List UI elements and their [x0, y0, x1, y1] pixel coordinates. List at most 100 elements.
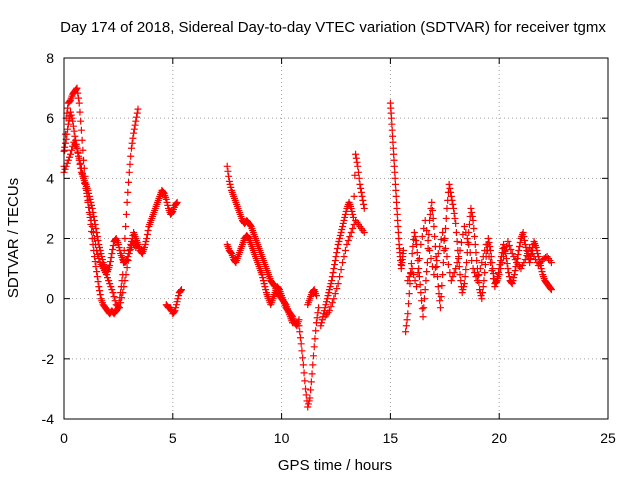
data-point — [405, 290, 413, 298]
data-point — [354, 168, 362, 176]
data-point — [449, 273, 457, 281]
data-point — [299, 361, 307, 369]
data-point — [475, 271, 483, 279]
data-point — [68, 146, 76, 154]
data-point — [445, 180, 453, 188]
data-point — [426, 210, 434, 218]
data-point — [395, 235, 403, 242]
data-point — [81, 179, 89, 187]
data-point — [125, 178, 133, 186]
data-point — [340, 253, 348, 261]
data-point — [341, 210, 349, 218]
data-point — [96, 291, 104, 299]
data-point — [431, 232, 439, 240]
data-point — [172, 199, 180, 207]
data-point — [349, 224, 357, 232]
data-point — [465, 220, 473, 228]
data-point — [417, 289, 425, 297]
data-point — [479, 283, 487, 291]
data-point — [124, 257, 132, 265]
data-point — [115, 244, 123, 252]
data-point — [306, 394, 314, 402]
data-point — [170, 308, 178, 316]
data-point — [486, 243, 494, 251]
data-point — [304, 403, 312, 411]
y-tick-label: 0 — [46, 291, 54, 307]
data-point — [471, 269, 479, 277]
data-point — [283, 306, 291, 314]
data-point — [327, 280, 335, 288]
data-point — [223, 162, 231, 170]
x-tick-label: 5 — [169, 430, 177, 446]
data-point — [90, 235, 98, 242]
data-point — [227, 249, 235, 257]
data-point — [436, 297, 444, 305]
data-point — [302, 391, 310, 399]
data-point — [459, 286, 467, 294]
data-point — [521, 237, 529, 245]
data-point — [389, 132, 397, 140]
data-point — [295, 322, 303, 330]
data-point — [64, 104, 72, 112]
data-point — [328, 273, 336, 281]
data-point — [84, 196, 92, 204]
data-point — [520, 232, 528, 240]
data-point — [141, 244, 149, 252]
data-point — [409, 243, 417, 251]
data-point — [531, 256, 539, 264]
data-point — [439, 271, 447, 279]
data-point — [117, 299, 125, 307]
data-point — [485, 253, 493, 261]
data-point — [391, 174, 399, 182]
data-point — [425, 230, 433, 238]
data-point — [67, 108, 75, 116]
data-point — [330, 295, 338, 303]
data-point — [104, 274, 112, 282]
data-point — [388, 120, 396, 128]
data-point — [352, 150, 360, 158]
data-point — [388, 126, 396, 134]
data-point — [225, 172, 233, 180]
data-point — [462, 228, 470, 236]
data-point — [88, 204, 96, 212]
data-point — [354, 162, 362, 170]
data-point — [515, 247, 523, 255]
data-point — [106, 262, 114, 270]
y-tick-label: 8 — [46, 50, 54, 66]
data-point — [332, 253, 340, 261]
data-point — [477, 292, 485, 300]
data-point — [64, 156, 72, 164]
data-point — [337, 266, 345, 274]
data-point — [510, 253, 518, 261]
data-point — [444, 261, 452, 269]
data-point — [331, 290, 339, 298]
data-point — [448, 196, 456, 204]
data-point — [440, 237, 448, 245]
data-point — [460, 283, 468, 291]
data-point — [510, 274, 518, 282]
data-point — [452, 219, 460, 227]
data-point — [340, 216, 348, 224]
data-point — [347, 204, 355, 212]
y-tick-label: 6 — [46, 110, 54, 126]
data-point — [419, 313, 427, 321]
data-point — [405, 300, 413, 308]
data-point — [95, 283, 103, 291]
x-tick-label: 25 — [600, 430, 616, 446]
data-point — [335, 238, 343, 246]
data-point — [328, 277, 336, 285]
data-point — [473, 277, 481, 285]
data-point — [442, 245, 450, 253]
data-point — [410, 271, 418, 279]
data-point — [315, 304, 323, 312]
data-point — [126, 160, 134, 168]
data-point — [450, 209, 458, 217]
y-axis-label: SDTVAR / TECUs — [5, 178, 22, 298]
data-point — [518, 262, 526, 270]
data-point — [527, 247, 535, 255]
data-point — [108, 286, 116, 294]
data-point — [88, 222, 96, 230]
data-point — [333, 245, 341, 253]
data-point — [143, 230, 151, 238]
